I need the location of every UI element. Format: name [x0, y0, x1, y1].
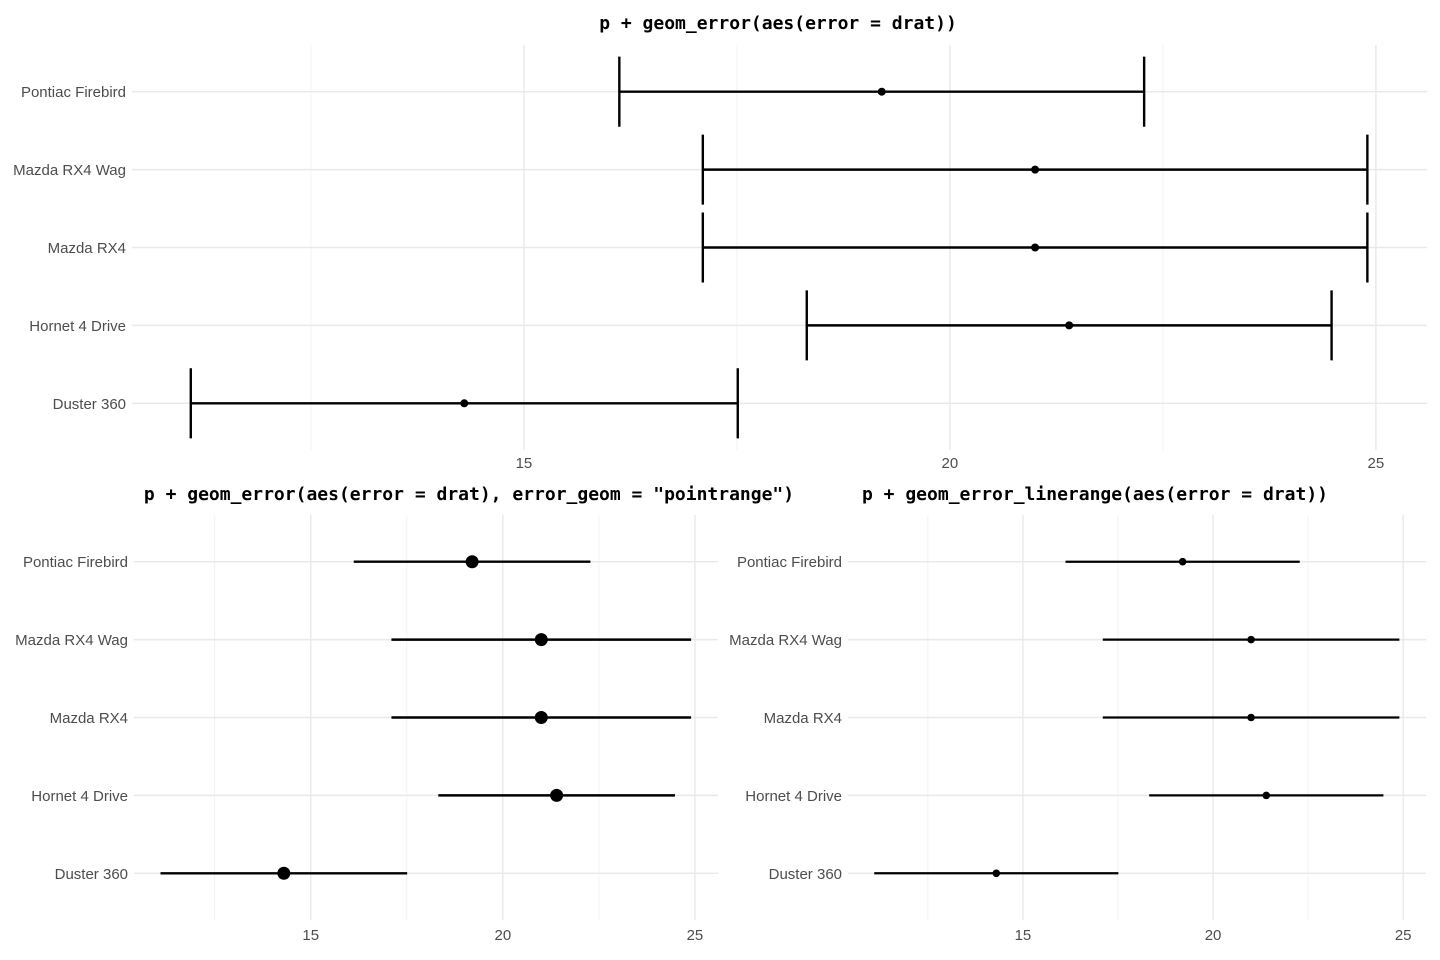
y-axis-label: Duster 360	[53, 396, 126, 413]
y-axis-label: Mazda RX4 Wag	[15, 632, 128, 649]
x-axis-tick-label: 20	[1205, 927, 1222, 944]
data-point	[1247, 635, 1255, 644]
y-axis-label: Mazda RX4 Wag	[13, 162, 126, 179]
data-point	[1031, 165, 1040, 174]
data-point	[1065, 321, 1074, 330]
data-point	[1031, 243, 1040, 252]
y-axis-label: Mazda RX4 Wag	[729, 632, 842, 649]
chart-linerange: Pontiac Firebird Mazda RX4 Wag Mazda RX4 Ho…	[729, 515, 1426, 944]
y-axis-label: Hornet 4 Drive	[31, 788, 128, 805]
x-axis-tick-label: 20	[494, 927, 511, 944]
data-point	[1247, 713, 1255, 722]
data-point	[534, 633, 548, 647]
chart-errorbar: Pontiac Firebird Mazda RX4 Wag Mazda RX4 Ho…	[13, 45, 1427, 472]
y-axis-label: Mazda RX4	[764, 710, 842, 727]
data-point	[550, 788, 564, 802]
data-point	[277, 866, 291, 880]
y-axis-label: Mazda RX4	[48, 240, 126, 257]
chart-pointrange: Pontiac Firebird Mazda RX4 Wag Mazda RX4 Ho…	[15, 515, 718, 944]
data-point	[1178, 557, 1187, 566]
x-axis-tick-label: 25	[1368, 455, 1385, 472]
chart-title-errorbar: p + geom_error(aes(error = drat))	[599, 13, 957, 34]
data-point	[992, 869, 1001, 878]
data-point	[877, 87, 886, 96]
chart-title-pointrange: p + geom_error(aes(error = drat), error_…	[143, 484, 795, 505]
x-axis-tick-label: 25	[1395, 927, 1412, 944]
data-point	[534, 711, 548, 724]
x-axis-tick-label: 15	[302, 927, 319, 944]
y-axis-label: Hornet 4 Drive	[745, 788, 842, 805]
y-axis-label: Hornet 4 Drive	[29, 318, 126, 335]
y-axis-label: Duster 360	[769, 866, 842, 883]
y-axis-label: Pontiac Firebird	[23, 554, 128, 571]
data-point	[465, 555, 479, 569]
data-point	[1262, 791, 1271, 800]
x-axis-tick-label: 25	[687, 927, 704, 944]
chart-title-linerange: p + geom_error_linerange(aes(error = dra…	[862, 484, 1328, 505]
y-axis-label: Duster 360	[55, 866, 128, 883]
y-axis-label: Pontiac Firebird	[737, 554, 842, 571]
x-axis-tick-label: 15	[516, 455, 533, 472]
x-axis-tick-label: 20	[942, 455, 959, 472]
data-point	[460, 399, 469, 408]
y-axis-label: Pontiac Firebird	[21, 84, 126, 101]
x-axis-tick-label: 15	[1015, 927, 1032, 944]
y-axis-label: Mazda RX4	[50, 710, 128, 727]
